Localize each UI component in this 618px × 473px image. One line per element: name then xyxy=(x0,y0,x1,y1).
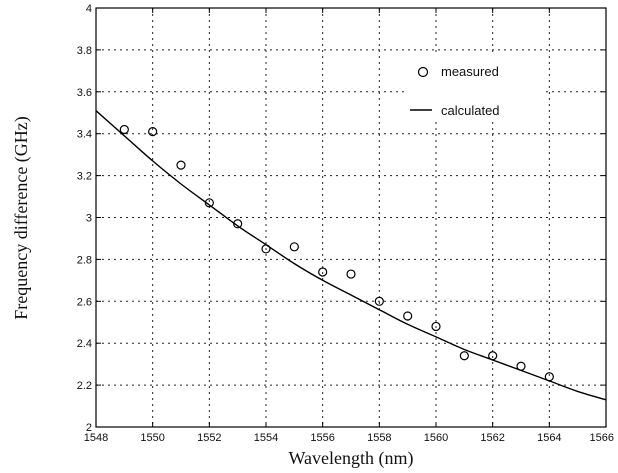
measured-point xyxy=(544,372,554,382)
measured-point xyxy=(204,198,214,208)
y-tick-label: 2.6 xyxy=(77,296,92,308)
measured-point xyxy=(431,321,441,332)
measured-point xyxy=(318,267,328,277)
legend: measured calculated xyxy=(405,55,545,120)
measured-point xyxy=(176,160,186,170)
y-tick-label: 3.8 xyxy=(77,45,92,57)
x-tick-label: 1558 xyxy=(367,432,391,444)
x-tick-label: 1564 xyxy=(537,432,561,444)
legend-calculated-label: calculated xyxy=(441,103,500,118)
measured-point xyxy=(148,127,158,137)
measured-point xyxy=(289,242,299,252)
legend-measured-label: measured xyxy=(441,64,499,79)
x-axis-title: Wavelength (nm) xyxy=(288,448,413,469)
measured-point xyxy=(459,351,469,361)
x-tick-labels: 1548 1550 1552 1554 1556 1558 1560 1562 1564 1566 xyxy=(84,432,614,444)
y-tick-label: 2.8 xyxy=(77,254,92,266)
y-tick-label: 3.4 xyxy=(77,129,92,141)
x-tick-label: 1562 xyxy=(480,432,504,444)
y-tick-label: 2 xyxy=(86,422,92,434)
x-tick-label: 1548 xyxy=(84,432,108,444)
x-tick-label: 1566 xyxy=(590,432,614,444)
grid-lines xyxy=(96,8,606,427)
measured-point xyxy=(488,351,498,361)
y-axis-title: Frequency difference (GHz) xyxy=(11,116,32,320)
calculated-series-line xyxy=(95,110,607,401)
measured-point xyxy=(261,244,271,254)
x-tick-label: 1560 xyxy=(424,432,448,444)
measured-point xyxy=(233,219,243,229)
measured-series-markers xyxy=(119,124,554,382)
measured-point xyxy=(119,124,129,135)
y-tick-label: 4 xyxy=(86,3,92,15)
x-tick-label: 1556 xyxy=(310,432,334,444)
legend-measured-marker xyxy=(417,66,429,78)
y-tick-label: 3 xyxy=(86,213,92,225)
measured-point xyxy=(374,296,384,306)
x-tick-label: 1550 xyxy=(140,432,164,444)
x-tick-label: 1552 xyxy=(197,432,221,444)
y-tick-label: 2.4 xyxy=(77,338,92,350)
y-tick-label: 2.2 xyxy=(77,380,92,392)
measured-point xyxy=(346,269,356,279)
measured-point xyxy=(403,311,413,321)
legend-background xyxy=(405,55,545,120)
measured-point xyxy=(516,361,526,371)
x-tick-label: 1554 xyxy=(254,432,278,444)
y-tick-label: 3.2 xyxy=(77,171,92,183)
y-tick-label: 3.6 xyxy=(77,87,92,99)
y-tick-labels: 2 2.2 2.4 2.6 2.8 3 3.2 3.4 3.6 3.8 4 xyxy=(77,3,92,434)
axis-ticks xyxy=(95,7,607,428)
